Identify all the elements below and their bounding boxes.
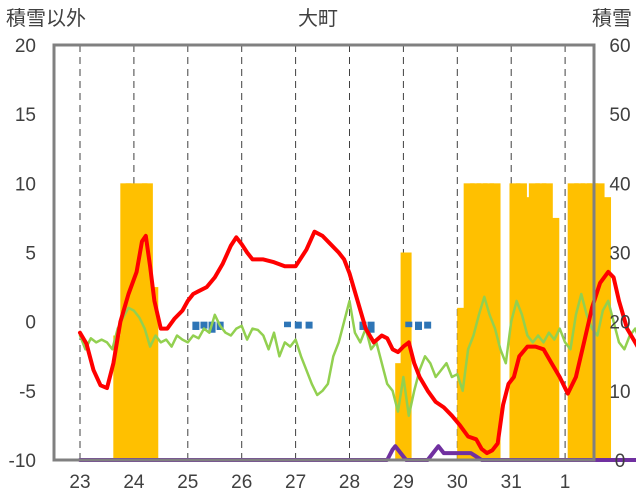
x-tick-label: 27 xyxy=(285,472,306,493)
precipitation-bar xyxy=(294,321,302,329)
sunshine-bar xyxy=(147,287,159,460)
sunshine-bar xyxy=(113,335,125,460)
y-right-tick-label: 50 xyxy=(609,105,630,126)
sunshine-bar xyxy=(515,183,527,461)
x-tick-label: 29 xyxy=(393,472,414,493)
sunshine-bar xyxy=(580,183,592,461)
y-right-tick-label: 30 xyxy=(609,244,630,265)
right-axis-label: 積雪 xyxy=(592,6,632,30)
precipitation-bar xyxy=(414,321,422,330)
sunshine-bar xyxy=(483,183,495,461)
x-tick-label: 28 xyxy=(339,472,360,493)
y-left-tick-label: 5 xyxy=(25,244,36,265)
y-left-tick-label: 15 xyxy=(15,105,36,126)
x-tick-label: 26 xyxy=(231,472,252,493)
sunshine-bar xyxy=(535,183,547,461)
y-left-tick-label: 20 xyxy=(15,36,36,57)
y-right-tick-label: 10 xyxy=(609,382,630,403)
y-left-tick-label: 0 xyxy=(25,313,36,334)
sunshine-bar xyxy=(567,183,579,461)
chart-title: 大町 xyxy=(298,6,338,30)
y-left-tick-label: -10 xyxy=(9,451,36,472)
sunshine-bar xyxy=(541,183,553,461)
left-axis-label: 積雪以外 xyxy=(6,6,86,30)
precipitation-bar xyxy=(192,321,200,330)
x-tick-label: 30 xyxy=(447,472,468,493)
y-left-tick-label: 10 xyxy=(15,174,36,195)
axes: 23 24 25 26 27 28 29 30 31 1 -10 -5 0 5 10 15 20 0 10 20 30 4… xyxy=(9,36,631,493)
sunshine-bar xyxy=(522,197,534,460)
sunshine-bar xyxy=(600,197,612,460)
x-tick-label: 1 xyxy=(560,472,571,493)
temperature-line xyxy=(78,229,636,456)
sunshine-bar xyxy=(528,183,540,461)
sunshine-bar xyxy=(593,183,605,461)
sunshine-bar xyxy=(400,252,412,460)
precipitation-bar xyxy=(305,321,313,329)
y-right-tick-label: 40 xyxy=(609,174,630,195)
precipitation-bar xyxy=(424,321,432,329)
precipitation-bar xyxy=(284,321,292,328)
sunshine-bar xyxy=(470,183,482,461)
x-tick-label: 23 xyxy=(69,472,90,493)
sunshine-bar xyxy=(574,183,586,461)
sunshine-bar xyxy=(489,183,501,461)
y-right-tick-label: 60 xyxy=(609,36,630,57)
sunshine-bar xyxy=(476,183,488,461)
y-right-tick-label: 20 xyxy=(609,313,630,334)
sunshine-bar xyxy=(463,183,475,461)
x-tick-label: 24 xyxy=(123,472,145,493)
precipitation-bar xyxy=(200,321,208,329)
y-right-tick-label: 0 xyxy=(615,451,626,472)
precipitation-bar xyxy=(367,321,375,333)
x-tick-label: 25 xyxy=(177,472,198,493)
wind-line xyxy=(78,292,636,417)
sunshine-bar xyxy=(509,183,521,461)
y-left-tick-label: -5 xyxy=(19,382,36,403)
x-tick-label: 31 xyxy=(501,472,522,493)
plot-frame xyxy=(52,43,596,462)
precipitation-bar xyxy=(405,321,413,328)
